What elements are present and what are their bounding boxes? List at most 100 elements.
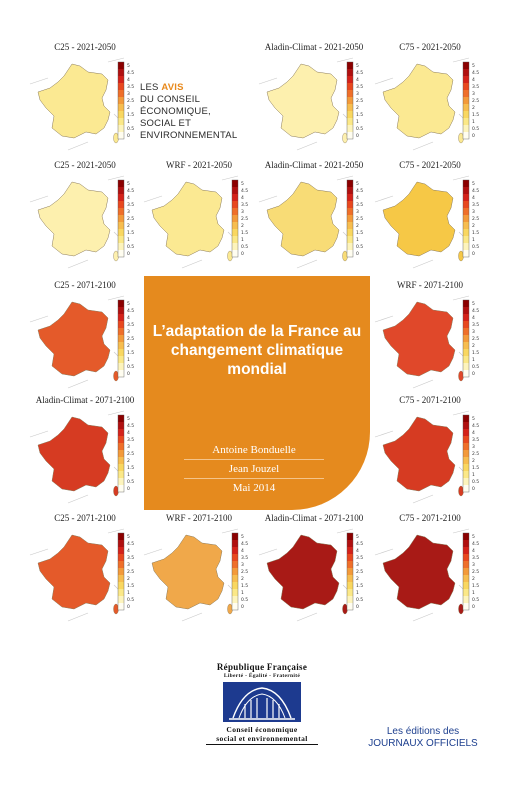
legend-swatch bbox=[118, 194, 124, 201]
legend-swatch bbox=[347, 180, 353, 187]
legend-swatch bbox=[118, 596, 124, 603]
legend-tick-label: 2 bbox=[472, 343, 475, 349]
corsica-shape bbox=[113, 250, 119, 262]
france-shape bbox=[37, 63, 111, 139]
legend-tick-label: 3 bbox=[127, 209, 130, 215]
legend-frame bbox=[462, 414, 470, 493]
legend-tick-label: 0.5 bbox=[127, 364, 134, 370]
legend-swatch bbox=[347, 215, 353, 222]
legend-swatch bbox=[118, 229, 124, 236]
legend-tick-label: 5 bbox=[127, 534, 130, 540]
legend-frame bbox=[462, 179, 470, 258]
legend-tick-label: 1.5 bbox=[472, 350, 479, 356]
legend-tick-label: 3 bbox=[127, 91, 130, 97]
legend-tick-label: 3 bbox=[472, 209, 475, 215]
map-caption: Aladin-Climat - 2021-2050 bbox=[264, 160, 364, 170]
legend-swatch bbox=[347, 596, 353, 603]
legend-swatch bbox=[463, 69, 469, 76]
legend-swatch bbox=[463, 250, 469, 257]
legend-tick-label: 1.5 bbox=[356, 583, 363, 589]
legend-tick-label: 3.5 bbox=[127, 84, 134, 90]
legend-swatch bbox=[463, 561, 469, 568]
legend-tick-label: 1.5 bbox=[127, 465, 134, 471]
legend-swatch bbox=[463, 118, 469, 125]
legend-tick-label: 4 bbox=[127, 315, 130, 321]
legend-tick-label: 0 bbox=[127, 251, 130, 257]
legend-tick-label: 0.5 bbox=[127, 244, 134, 250]
legend-tick-label: 0.5 bbox=[356, 597, 363, 603]
legend-swatch bbox=[118, 180, 124, 187]
france-shape bbox=[382, 416, 456, 492]
legend-tick-label: 0 bbox=[472, 371, 475, 377]
map-panel: Aladin-Climat - 2071-2100 5 4.5 4 3.5 3 2.5 2 1… bbox=[28, 395, 142, 507]
legend-tick-label: 3 bbox=[472, 91, 475, 97]
legend-swatch bbox=[232, 236, 238, 243]
legend-tick-label: 1.5 bbox=[356, 230, 363, 236]
legend-tick-label: 3 bbox=[127, 562, 130, 568]
legend-swatch bbox=[463, 76, 469, 83]
legend-swatch bbox=[118, 478, 124, 485]
legend-tick-label: 4 bbox=[241, 548, 244, 554]
legend-tick-label: 1.5 bbox=[356, 112, 363, 118]
legend-swatch bbox=[347, 533, 353, 540]
legend-swatch bbox=[118, 76, 124, 83]
map-panel: C75 - 2071-2100 5 4.5 4 3.5 3 2.5 2 1.5 1 0.5 0 bbox=[373, 395, 487, 507]
corsica-shape bbox=[113, 603, 119, 615]
legend-swatch bbox=[118, 589, 124, 596]
france-map: 54.543.532.521.510.50 bbox=[374, 295, 479, 389]
legend-swatch bbox=[347, 201, 353, 208]
legend-swatch bbox=[347, 547, 353, 554]
legend-tick-label: 5 bbox=[356, 181, 359, 187]
legend-tick-label: 1 bbox=[241, 590, 244, 596]
france-map: 54.543.532.521.510.50 bbox=[374, 57, 479, 151]
legend-swatch bbox=[463, 83, 469, 90]
legend-frame bbox=[346, 532, 354, 611]
map-caption: C25 - 2071-2100 bbox=[54, 513, 116, 523]
france-map: 54.543.532.521.510.50 bbox=[258, 528, 363, 622]
legend-tick-label: 4.5 bbox=[241, 541, 248, 547]
legend-swatch bbox=[232, 561, 238, 568]
legend-swatch bbox=[463, 363, 469, 370]
legend-swatch bbox=[463, 180, 469, 187]
legend-tick-label: 2.5 bbox=[241, 216, 248, 222]
legend-swatch bbox=[118, 62, 124, 69]
legend-swatch bbox=[118, 342, 124, 349]
legend-frame bbox=[117, 61, 125, 140]
legend-tick-label: 0.5 bbox=[241, 597, 248, 603]
legend-swatch bbox=[118, 443, 124, 450]
legend-tick-label: 2.5 bbox=[356, 216, 363, 222]
legend-tick-label: 0.5 bbox=[472, 126, 479, 132]
legend-tick-label: 4.5 bbox=[472, 423, 479, 429]
legend-tick-label: 2.5 bbox=[356, 98, 363, 104]
legend-swatch bbox=[232, 180, 238, 187]
legend-tick-label: 5 bbox=[241, 181, 244, 187]
legend-swatch bbox=[347, 236, 353, 243]
legend-swatch bbox=[118, 222, 124, 229]
legend-tick-label: 4.5 bbox=[241, 188, 248, 194]
legend-tick-label: 0.5 bbox=[472, 479, 479, 485]
map-panel: C25 - 2071-2100 5 4.5 4 3.5 3 2.5 2 1.5 1 0.5 0 bbox=[28, 280, 142, 392]
map-caption: WRF - 2071-2100 bbox=[166, 513, 232, 523]
legend-tick-label: 2.5 bbox=[472, 216, 479, 222]
legend-swatch bbox=[232, 582, 238, 589]
legend-swatch bbox=[463, 485, 469, 492]
corsica-shape bbox=[227, 603, 233, 615]
legend-swatch bbox=[347, 125, 353, 132]
legend-swatch bbox=[347, 187, 353, 194]
legend-swatch bbox=[463, 415, 469, 422]
legend-tick-label: 2 bbox=[472, 458, 475, 464]
france-shape bbox=[382, 301, 456, 377]
cese-logo: République Française Liberté - Égalité -… bbox=[206, 662, 318, 762]
legend-tick-label: 3.5 bbox=[127, 555, 134, 561]
council-name-line: Conseil économique bbox=[226, 725, 298, 734]
neighbor-outline bbox=[374, 175, 470, 269]
france-shape bbox=[382, 534, 456, 610]
legend-swatch bbox=[118, 450, 124, 457]
legend-tick-label: 1 bbox=[356, 237, 359, 243]
legend-tick-label: 4.5 bbox=[472, 70, 479, 76]
legend-tick-label: 4 bbox=[356, 77, 359, 83]
legend-swatch bbox=[118, 250, 124, 257]
legend-swatch bbox=[118, 314, 124, 321]
legend-frame bbox=[117, 532, 125, 611]
cese-building-icon bbox=[223, 682, 301, 722]
